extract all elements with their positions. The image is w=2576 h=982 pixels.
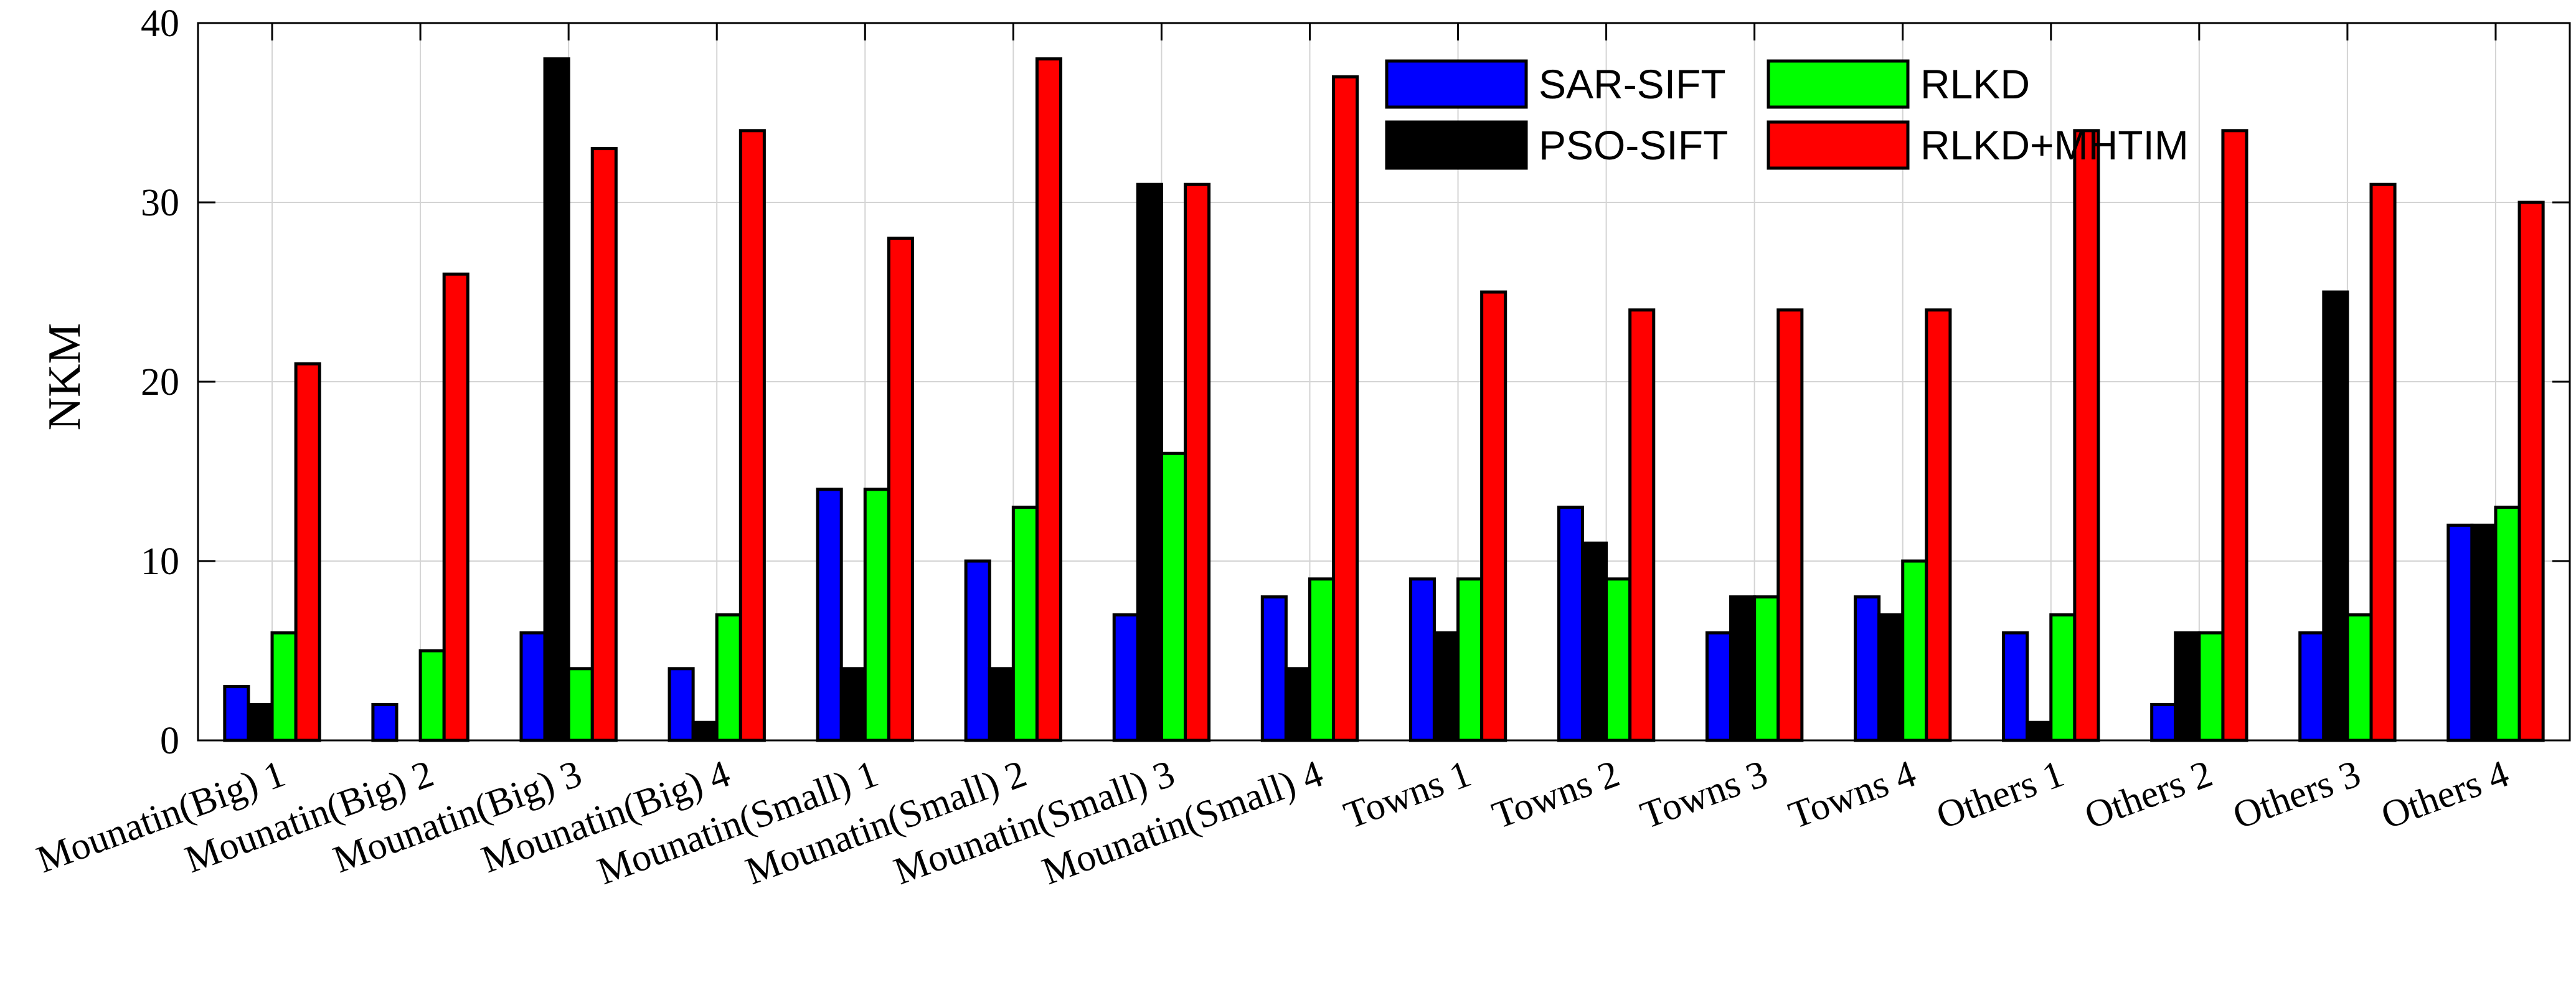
bar-rlkd-5 — [863, 488, 890, 742]
bar-sar-sift-3 — [519, 631, 547, 742]
bar-rlkd-15 — [2346, 613, 2373, 742]
x-tick-label: Others 2 — [2079, 752, 2217, 837]
bar-rlkd-1 — [270, 631, 298, 742]
bar-rlkd-10 — [1605, 577, 1632, 742]
bar-pso-sift-12 — [1877, 613, 1905, 742]
bar-sar-sift-6 — [964, 559, 991, 742]
bar-sar-sift-10 — [1557, 506, 1585, 742]
bar-sar-sift-11 — [1705, 631, 1733, 742]
x-tick-label: Towns 1 — [1339, 752, 1476, 837]
bars — [223, 57, 2545, 742]
bar-sar-sift-13 — [2002, 631, 2029, 742]
bar-sar-sift-15 — [2298, 631, 2326, 742]
bar-rlkd-4 — [715, 613, 742, 742]
bar-pso-sift-16 — [2470, 523, 2498, 742]
x-tick-label: Towns 4 — [1783, 752, 1921, 837]
bar-rlkd-mhtim-7 — [1183, 182, 1211, 742]
bar-rlkd-mhtim-2 — [442, 272, 469, 742]
bar-rlkd-8 — [1308, 577, 1336, 742]
x-tick-label: Towns 2 — [1487, 752, 1625, 837]
bar-rlkd-mhtim-4 — [738, 129, 766, 742]
bar-rlkd-mhtim-9 — [1480, 290, 1507, 742]
y-tick-label: 20 — [141, 361, 179, 404]
bar-rlkd-12 — [1901, 559, 1928, 742]
bar-pso-sift-14 — [2174, 631, 2201, 742]
legend-label: RLKD — [1920, 61, 2030, 107]
y-tick-label: 40 — [141, 2, 179, 45]
bar-sar-sift-8 — [1260, 595, 1288, 742]
bar-rlkd-16 — [2494, 506, 2521, 742]
y-tick-label: 0 — [160, 720, 179, 762]
bar-rlkd-13 — [2049, 613, 2077, 742]
legend-label: PSO-SIFT — [1539, 122, 1728, 168]
bar-rlkd-mhtim-3 — [590, 147, 618, 742]
bar-rlkd-mhtim-16 — [2517, 201, 2545, 742]
y-axis-label: NKM — [39, 323, 90, 431]
y-tick-label: 30 — [141, 182, 179, 224]
y-tick-labels: 0 10 20 30 40 — [141, 2, 179, 762]
legend-swatch — [1385, 59, 1528, 109]
bar-rlkd-11 — [1753, 595, 1780, 742]
legend: SAR-SIFT PSO-SIFT RLKD RLKD+MHTIM — [1385, 59, 2189, 170]
bar-rlkd-mhtim-14 — [2221, 129, 2248, 742]
bar-pso-sift-10 — [1581, 541, 1608, 742]
x-tick-label: Towns 3 — [1635, 752, 1773, 837]
legend-swatch — [1767, 59, 1910, 109]
bar-rlkd-mhtim-5 — [887, 237, 914, 742]
bar-pso-sift-1 — [247, 702, 274, 742]
bar-sar-sift-1 — [223, 685, 250, 742]
bar-rlkd-9 — [1456, 577, 1484, 742]
bar-pso-sift-9 — [1432, 631, 1460, 742]
bar-sar-sift-16 — [2446, 523, 2474, 742]
x-tick-label: Others 1 — [1931, 752, 2069, 837]
bar-pso-sift-6 — [988, 667, 1015, 742]
bar-pso-sift-8 — [1284, 667, 1311, 742]
legend-swatch — [1767, 120, 1910, 170]
axes — [197, 22, 2571, 742]
bar-rlkd-mhtim-15 — [2369, 182, 2397, 742]
bar-rlkd-mhtim-13 — [2073, 129, 2100, 742]
bar-rlkd-mhtim-8 — [1332, 75, 1359, 742]
bar-rlkd-mhtim-6 — [1035, 57, 1063, 742]
bar-rlkd-3 — [567, 667, 594, 742]
bar-rlkd-mhtim-12 — [1925, 308, 1952, 742]
bar-sar-sift-2 — [371, 702, 399, 742]
bar-rlkd-7 — [1159, 451, 1187, 742]
bar-sar-sift-7 — [1112, 613, 1139, 742]
x-tick-label: Others 3 — [2227, 752, 2366, 837]
bar-sar-sift-4 — [668, 667, 695, 742]
bar-pso-sift-3 — [543, 57, 570, 742]
bar-pso-sift-11 — [1729, 595, 1757, 742]
bar-sar-sift-12 — [1854, 595, 1881, 742]
bar-sar-sift-5 — [816, 488, 843, 742]
x-tick-label: Others 4 — [2375, 752, 2514, 837]
legend-label: RLKD+MHTIM — [1920, 122, 2189, 168]
legend-label: SAR-SIFT — [1539, 61, 1726, 107]
bar-rlkd-14 — [2197, 631, 2225, 742]
legend-swatch — [1385, 120, 1528, 170]
bar-sar-sift-14 — [2150, 702, 2177, 742]
bar-pso-sift-5 — [839, 667, 867, 742]
bar-rlkd-2 — [418, 649, 446, 742]
bar-rlkd-mhtim-11 — [1776, 308, 1804, 742]
y-tick-label: 10 — [141, 541, 179, 583]
bar-rlkd-mhtim-10 — [1628, 308, 1656, 742]
bar-sar-sift-9 — [1408, 577, 1436, 742]
bar-pso-sift-7 — [1136, 182, 1163, 742]
bar-pso-sift-15 — [2322, 290, 2349, 742]
bar-pso-sift-4 — [691, 720, 719, 742]
bar-rlkd-6 — [1011, 506, 1039, 742]
bar-rlkd-mhtim-1 — [294, 362, 321, 742]
bar-pso-sift-13 — [2026, 720, 2053, 742]
